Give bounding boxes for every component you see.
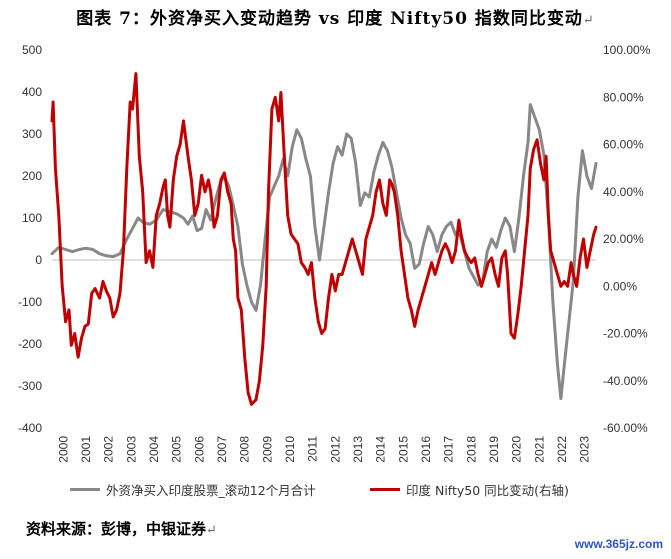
legend-label-foreign-flows: 外资净买入印度股票_滚动12个月合计: [106, 483, 316, 498]
x-tick-label: 2008: [238, 436, 252, 463]
x-tick-label: 2012: [328, 436, 342, 463]
left-tick-label: 0: [35, 253, 42, 267]
x-tick-label: 2019: [487, 436, 501, 463]
source-text: 资料来源：彭博，中银证券: [26, 520, 207, 538]
x-tick-label: 2016: [419, 436, 433, 463]
x-axis-ticks: 2000 2001 2002 2003 2004 2005 2006 2007 2008 2009…: [56, 436, 591, 463]
left-tick-label: -200: [18, 337, 42, 351]
left-tick-label: -400: [18, 421, 42, 435]
right-tick-label: 60.00%: [603, 138, 644, 152]
legend-swatch-gray: [70, 488, 100, 491]
x-tick-label: 2018: [464, 436, 478, 463]
x-tick-label: 2003: [124, 436, 138, 463]
legend: 外资净买入印度股票_滚动12个月合计 印度 Nifty50 同比变动(右轴): [70, 480, 630, 502]
legend-label-nifty50: 印度 Nifty50 同比变动(右轴): [406, 483, 569, 498]
x-tick-label: 2001: [79, 436, 93, 463]
left-tick-label: -100: [18, 295, 42, 309]
right-tick-label: 0.00%: [603, 279, 637, 293]
source-paragraph-mark: ↵: [206, 523, 217, 538]
right-tick-label: -40.00%: [603, 374, 648, 388]
source-note: 资料来源：彭博，中银证券↵: [26, 518, 217, 539]
x-tick-label: 2022: [555, 436, 569, 463]
x-tick-label: 2021: [532, 436, 546, 463]
right-tick-label: 20.00%: [603, 232, 644, 246]
left-axis-ticks: 500 400 300 200 100 0 -100 -200 -300 -400: [18, 43, 42, 435]
right-tick-label: 100.00%: [603, 43, 651, 57]
x-tick-label: 2002: [102, 436, 116, 463]
x-tick-label: 2005: [170, 436, 184, 463]
right-tick-label: -20.00%: [603, 327, 648, 341]
x-tick-label: 2015: [396, 436, 410, 463]
left-tick-label: 200: [22, 169, 42, 183]
x-tick-label: 2014: [374, 436, 388, 463]
legend-item-nifty50: 印度 Nifty50 同比变动(右轴): [370, 480, 569, 499]
x-tick-label: 2017: [442, 436, 456, 463]
series-line-nifty50: [50, 72, 598, 406]
left-tick-label: -300: [18, 379, 42, 393]
right-tick-label: 40.00%: [603, 185, 644, 199]
x-tick-label: 2020: [510, 436, 524, 463]
title-paragraph-mark: ↵: [582, 13, 595, 28]
watermark: www.365jz.com: [574, 537, 663, 551]
chart-title: 图表 7：外资净买入变动趋势 vs 印度 Nifty50 指数同比变动↵: [0, 4, 671, 29]
series-layer: [50, 72, 598, 406]
left-tick-label: 100: [22, 211, 42, 225]
x-tick-label: 2007: [215, 436, 229, 463]
left-tick-label: 500: [22, 43, 42, 57]
legend-swatch-red: [370, 488, 400, 491]
series-line-foreign-flows: [50, 103, 598, 401]
x-tick-label: 2004: [147, 436, 161, 463]
chart-title-text: 图表 7：外资净买入变动趋势 vs 印度 Nifty50 指数同比变动: [76, 9, 583, 29]
legend-item-foreign-flows: 外资净买入印度股票_滚动12个月合计: [70, 480, 316, 499]
left-tick-label: 300: [22, 127, 42, 141]
x-tick-label: 2013: [351, 436, 365, 463]
x-tick-label: 2010: [283, 436, 297, 463]
x-tick-label: 2000: [56, 436, 70, 463]
right-axis-ticks: 100.00% 80.00% 60.00% 40.00% 20.00% 0.00% -20.…: [603, 43, 651, 435]
x-tick-label: 2009: [260, 436, 274, 463]
x-tick-label: 2023: [578, 436, 592, 463]
right-tick-label: -60.00%: [603, 421, 648, 435]
x-tick-label: 2011: [306, 436, 320, 462]
x-tick-label: 2006: [192, 436, 206, 463]
left-tick-label: 400: [22, 85, 42, 99]
right-tick-label: 80.00%: [603, 90, 644, 104]
